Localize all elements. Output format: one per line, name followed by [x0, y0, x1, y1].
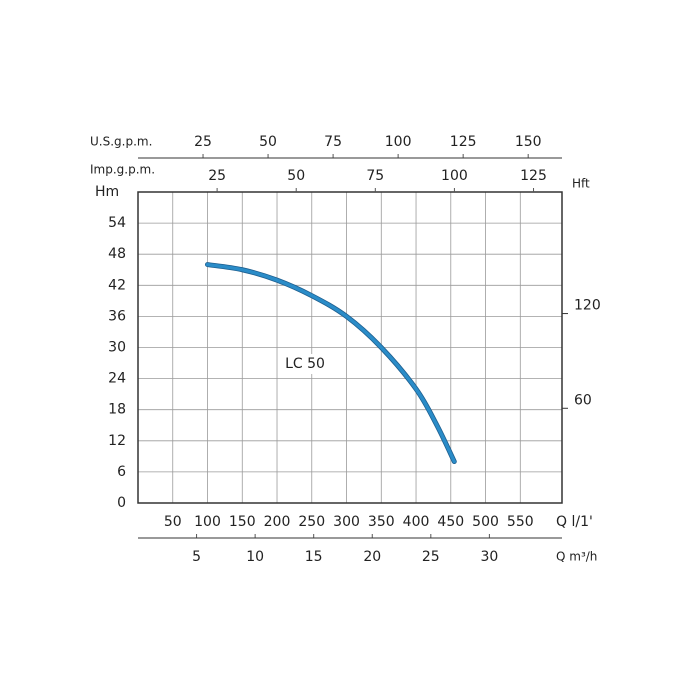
- y-tick-label: 24: [108, 371, 126, 387]
- secondary-tick-label: 10: [246, 549, 264, 565]
- y-tick-label: 30: [108, 340, 126, 356]
- y-tick-label: 54: [108, 215, 126, 231]
- x-tick-label: 100: [194, 514, 221, 530]
- y-tick-label: 42: [108, 277, 126, 293]
- y2-tick-label: 60: [574, 392, 592, 408]
- x-tick-label: 500: [472, 514, 499, 530]
- x-tick-label: 200: [264, 514, 291, 530]
- x-tick-label: 300: [333, 514, 360, 530]
- axis-label: Imp.g.p.m.: [90, 163, 155, 177]
- label-bg: [280, 354, 330, 374]
- secondary-tick-label: 30: [480, 549, 498, 565]
- axis-label: Hft: [572, 177, 590, 191]
- secondary-tick-label: 25: [422, 549, 440, 565]
- secondary-tick-label: 100: [385, 134, 412, 150]
- x-tick-label: 450: [437, 514, 464, 530]
- secondary-tick-label: 20: [363, 549, 381, 565]
- y-tick-label: 6: [117, 464, 126, 480]
- y-tick-label: 36: [108, 308, 126, 324]
- plot-frame: [137, 191, 563, 504]
- secondary-tick-label: 75: [366, 168, 384, 184]
- curve: [205, 262, 456, 464]
- secondary-tick-label: 125: [450, 134, 477, 150]
- series-label: LC 50: [285, 356, 325, 372]
- axis-label: U.S.g.p.m.: [90, 135, 152, 149]
- y-tick-label: 18: [108, 402, 126, 418]
- y-tick-label: 48: [108, 246, 126, 262]
- x-axis-label: Q l/1': [556, 514, 593, 530]
- secondary-tick-label: 125: [520, 168, 547, 184]
- x-tick-label: 400: [403, 514, 430, 530]
- secondary-tick-label: 50: [287, 168, 305, 184]
- secondary-tick-label: 75: [324, 134, 342, 150]
- x-tick-label: 350: [368, 514, 395, 530]
- y2-tick-label: 120: [574, 298, 601, 314]
- secondary-tick-label: 50: [259, 134, 277, 150]
- secondary-tick-label: 5: [192, 549, 201, 565]
- x-tick-label: 550: [507, 514, 534, 530]
- x-tick-label: 250: [298, 514, 325, 530]
- y-tick-label: 12: [108, 433, 126, 449]
- y-axis-label: Hm: [95, 184, 119, 200]
- secondary-tick-label: 15: [305, 549, 323, 565]
- secondary-tick-label: 25: [194, 134, 212, 150]
- secondary-tick-label: 100: [441, 168, 468, 184]
- x-tick-label: 50: [164, 514, 182, 530]
- axis-label: Q m³/h: [556, 550, 597, 564]
- y-tick-label: 0: [117, 495, 126, 511]
- secondary-tick-label: 150: [515, 134, 542, 150]
- x-tick-label: 150: [229, 514, 256, 530]
- secondary-tick-label: 25: [208, 168, 226, 184]
